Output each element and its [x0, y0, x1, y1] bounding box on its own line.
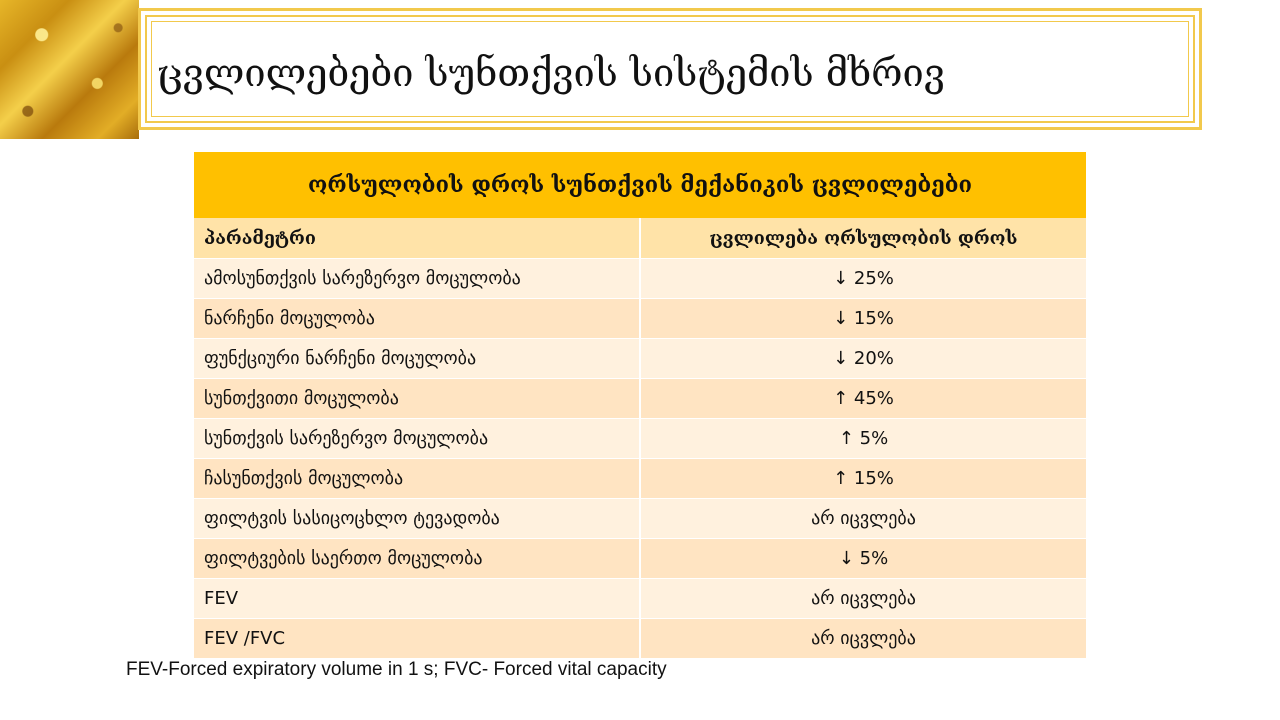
table-row: ნარჩენი მოცულობა ↓ 15%	[194, 298, 1086, 339]
change-cell: არ იცვლება	[640, 498, 1086, 539]
parameter-cell: სუნთქვითი მოცულობა	[194, 378, 641, 419]
change-cell: არ იცვლება	[640, 578, 1086, 619]
change-cell: ↓ 25%	[640, 258, 1086, 299]
title-frame: ცვლილებები სუნთქვის სისტემის მხრივ	[138, 8, 1202, 130]
table-row: სუნთქვის სარეზერვო მოცულობა ↑ 5%	[194, 418, 1086, 459]
table-row: სუნთქვითი მოცულობა ↑ 45%	[194, 378, 1086, 419]
column-header-change: ცვლილება ორსულობის დროს	[640, 218, 1086, 259]
table-header-row: ორსულობის დროს სუნთქვის მექანიკის ცვლილე…	[194, 152, 1086, 218]
column-header-row: პარამეტრი ცვლილება ორსულობის დროს	[194, 218, 1086, 259]
table-header: ორსულობის დროს სუნთქვის მექანიკის ცვლილე…	[194, 152, 1086, 218]
footnote: FEV-Forced expiratory volume in 1 s; FVC…	[126, 659, 667, 680]
slide-title: ცვლილებები სუნთქვის სისტემის მხრივ	[157, 51, 945, 95]
change-cell: ↓ 20%	[640, 338, 1086, 379]
change-cell: ↓ 5%	[640, 538, 1086, 579]
parameter-cell: FEV	[194, 578, 641, 619]
parameter-cell: ფუნქციური ნარჩენი მოცულობა	[194, 338, 641, 379]
column-header-parameter: პარამეტრი	[194, 218, 641, 259]
parameter-cell: ამოსუნთქვის სარეზერვო მოცულობა	[194, 258, 641, 299]
parameter-cell: ნარჩენი მოცულობა	[194, 298, 641, 339]
parameter-cell: ფილტვის სასიცოცხლო ტევადობა	[194, 498, 641, 539]
table-row: FEV არ იცვლება	[194, 578, 1086, 619]
parameter-cell: FEV /FVC	[194, 618, 641, 658]
parameter-cell: სუნთქვის სარეზერვო მოცულობა	[194, 418, 641, 459]
change-cell: ↑ 15%	[640, 458, 1086, 499]
table-row: ფუნქციური ნარჩენი მოცულობა ↓ 20%	[194, 338, 1086, 379]
change-cell: ↑ 5%	[640, 418, 1086, 459]
parameter-cell: ფილტვების საერთო მოცულობა	[194, 538, 641, 579]
change-cell: ↓ 15%	[640, 298, 1086, 339]
change-cell: ↑ 45%	[640, 378, 1086, 419]
decorative-mosaic-image	[0, 0, 139, 139]
change-cell: არ იცვლება	[640, 618, 1086, 658]
pregnancy-respiratory-table: ორსულობის დროს სუნთქვის მექანიკის ცვლილე…	[194, 152, 1086, 658]
table-row: ფილტვების საერთო მოცულობა ↓ 5%	[194, 538, 1086, 579]
table-row: ფილტვის სასიცოცხლო ტევადობა არ იცვლება	[194, 498, 1086, 539]
table-row: ამოსუნთქვის სარეზერვო მოცულობა ↓ 25%	[194, 258, 1086, 299]
table-row: ჩასუნთქვის მოცულობა ↑ 15%	[194, 458, 1086, 499]
parameter-cell: ჩასუნთქვის მოცულობა	[194, 458, 641, 499]
table-row: FEV /FVC არ იცვლება	[194, 618, 1086, 658]
